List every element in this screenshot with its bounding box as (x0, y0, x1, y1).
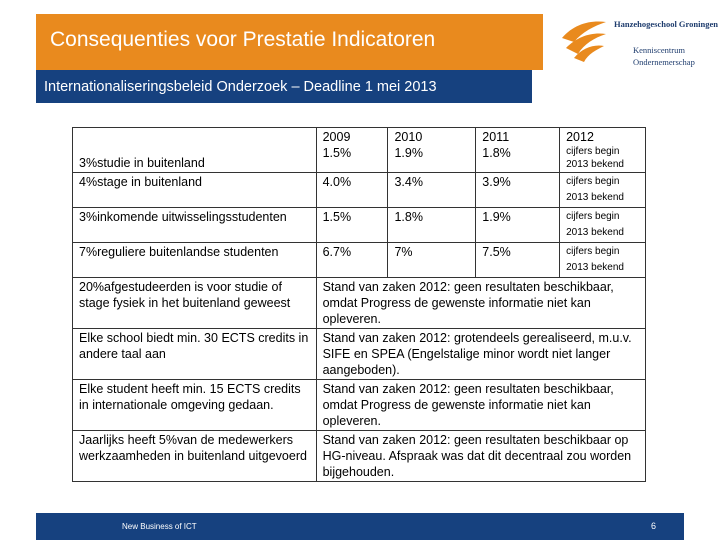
status-cell: Stand van zaken 2012: geen resultaten be… (315, 379, 647, 431)
year-cell: 2009 1.5% (315, 127, 389, 173)
table-row: 20%afgestudeerden is voor studie of stag… (72, 277, 647, 329)
title-bar: Consequenties voor Prestatie Indicatoren (36, 14, 543, 70)
value-cell-2012: cijfers begin 2013 bekend (559, 172, 646, 208)
subtitle-bar: Internationaliseringsbeleid Onderzoek – … (36, 70, 532, 103)
value-cell: 3.4% (387, 172, 477, 208)
footer-text: New Business of ICT (122, 522, 197, 531)
logo-name: Hanzehogeschool Groningen (614, 19, 718, 29)
value-cell: 7% (387, 242, 477, 278)
page-title: Consequenties voor Prestatie Indicatoren (50, 28, 436, 51)
indicator-table: 3%studie in buitenland 2009 1.5% 2010 1.… (72, 127, 647, 482)
value-cell: 3.9% (475, 172, 561, 208)
indicator-label: Elke school biedt min. 30 ECTS credits i… (72, 328, 317, 380)
value-cell: 1.8% (387, 207, 477, 243)
logo-subtitle-1: Kenniscentrum (633, 45, 685, 55)
table-row: 4%stage in buitenland 4.0% 3.4% 3.9% cij… (72, 172, 646, 208)
hanze-bird-logo-icon (562, 21, 606, 62)
table-row: 7%reguliere buitenlandse studenten 6.7% … (72, 242, 646, 278)
table-row: 3%inkomende uitwisselingsstudenten 1.5% … (72, 207, 646, 243)
row-label: 3%studie in buitenland (72, 127, 317, 173)
table-row: 3%studie in buitenland 2009 1.5% 2010 1.… (72, 127, 646, 173)
status-cell: Stand van zaken 2012: geen resultaten be… (315, 430, 647, 482)
indicator-label: 3%studie in buitenland (79, 156, 205, 170)
value-cell: 1.5% (315, 207, 389, 243)
year-header: 2011 (482, 130, 510, 144)
value-cell: 4.0% (315, 172, 389, 208)
indicator-label: 7%reguliere buitenlandse studenten (72, 242, 317, 278)
indicator-label: 3%inkomende uitwisselingsstudenten (72, 207, 317, 243)
logo-subtitle-2: Ondernemerschap (633, 57, 695, 67)
table-row: Jaarlijks heeft 5%van de medewerkers wer… (72, 430, 647, 482)
value-cell: 1.5% (322, 146, 352, 160)
table-row: Elke school biedt min. 30 ECTS credits i… (72, 328, 647, 380)
year-cell: 2010 1.9% (387, 127, 477, 173)
value-cell-2012: cijfers begin 2013 bekend (566, 146, 624, 170)
indicator-label: Elke student heeft min. 15 ECTS credits … (72, 379, 317, 431)
status-cell: Stand van zaken 2012: geen resultaten be… (315, 277, 647, 329)
year-header: 2012 (566, 130, 594, 144)
value-cell: 1.9% (475, 207, 561, 243)
page-subtitle: Internationaliseringsbeleid Onderzoek – … (44, 79, 437, 95)
value-cell-2012: cijfers begin 2013 bekend (559, 242, 646, 278)
year-cell: 2012 cijfers begin 2013 bekend (559, 127, 646, 173)
value-cell: 1.9% (394, 146, 423, 160)
indicator-label: Jaarlijks heeft 5%van de medewerkers wer… (72, 430, 317, 482)
value-cell-2012: cijfers begin 2013 bekend (559, 207, 646, 243)
indicator-label: 4%stage in buitenland (72, 172, 317, 208)
year-header: 2009 (322, 130, 351, 144)
page-number: 6 (650, 521, 656, 531)
footer-bar: New Business of ICT 6 (36, 513, 684, 540)
status-cell: Stand van zaken 2012: grotendeels gereal… (315, 328, 647, 380)
value-cell: 7.5% (475, 242, 561, 278)
value-cell: 6.7% (315, 242, 389, 278)
institution-logo: Hanzehogeschool Groningen Kenniscentrum … (560, 10, 718, 80)
indicator-label: 20%afgestudeerden is voor studie of stag… (72, 277, 317, 329)
year-cell: 2011 1.8% (475, 127, 561, 173)
table-row: Elke student heeft min. 15 ECTS credits … (72, 379, 647, 431)
value-cell: 1.8% (482, 146, 511, 160)
year-header: 2010 (394, 130, 423, 144)
